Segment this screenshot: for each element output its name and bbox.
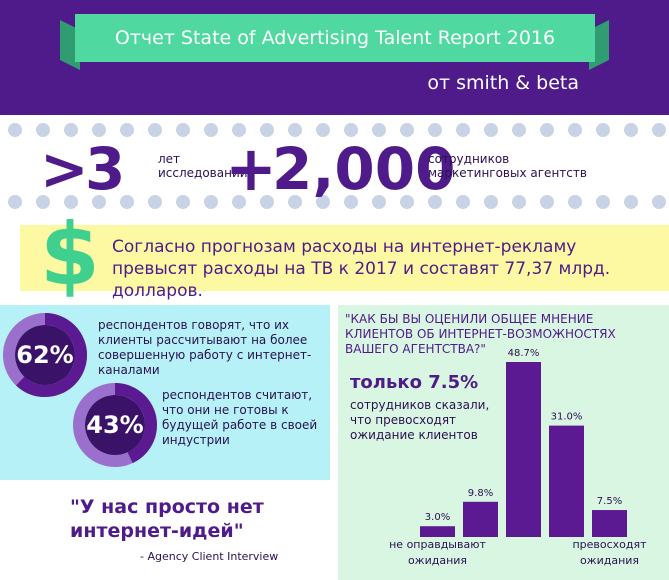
title: Отчет State of Advertising Talent Report…	[114, 27, 556, 49]
dot	[652, 123, 666, 137]
dot	[372, 195, 386, 209]
dot	[64, 123, 78, 137]
dot	[596, 123, 610, 137]
dot	[540, 123, 554, 137]
quote: "У нас просто нет интернет-идей"	[70, 496, 264, 542]
bar	[506, 362, 541, 537]
dot	[624, 123, 638, 137]
dot	[120, 123, 134, 137]
dot	[36, 195, 50, 209]
banner-text: Согласно прогнозам расходы на интернет-р…	[112, 237, 611, 301]
value-label: 3.0%	[425, 512, 450, 523]
dot	[316, 123, 330, 137]
dot	[8, 195, 22, 209]
dot	[232, 195, 246, 209]
dot	[512, 123, 526, 137]
dot	[456, 195, 470, 209]
bar	[549, 425, 584, 537]
dot	[148, 123, 162, 137]
value-label: 9.8%	[468, 488, 493, 499]
dot	[288, 123, 302, 137]
dot	[120, 195, 134, 209]
bar	[592, 510, 627, 537]
bar	[420, 526, 455, 537]
dot	[176, 195, 190, 209]
dot	[624, 195, 638, 209]
dot	[596, 195, 610, 209]
bar	[463, 501, 498, 537]
donut-text: респондентов считают, что они не готовы …	[162, 388, 318, 447]
dot	[148, 195, 162, 209]
stat-sign: >	[40, 135, 89, 203]
chart-annotation-text: сотрудников сказали, что превосходят ожи…	[350, 398, 490, 442]
dot	[428, 123, 442, 137]
value-label: 7.5%	[597, 496, 622, 507]
dot	[540, 195, 554, 209]
bar-chart: 3.0% не оправдывают ожидания 9.8% 48.7% 31.0%…	[389, 348, 647, 567]
dot	[232, 123, 246, 137]
donut-text: респондентов говорят, что их клиенты рас…	[98, 318, 312, 377]
dot	[652, 195, 666, 209]
dot	[92, 195, 106, 209]
subtitle: от smith & beta	[427, 72, 579, 94]
donuts: 62% 43%	[3, 313, 157, 467]
donut-center	[15, 325, 75, 385]
dot	[428, 195, 442, 209]
dot	[92, 123, 106, 137]
value-label: 31.0%	[551, 412, 583, 423]
dot	[568, 195, 582, 209]
dot	[344, 195, 358, 209]
dot	[316, 195, 330, 209]
chart-annotation: только 7.5%	[350, 372, 479, 393]
dot	[484, 195, 498, 209]
dot	[400, 123, 414, 137]
dot	[176, 123, 190, 137]
x-tick-label: превосходят ожидания	[572, 538, 647, 567]
dot	[8, 123, 22, 137]
dot	[288, 195, 302, 209]
banner-bg	[20, 225, 669, 291]
quote-source: - Agency Client Interview	[140, 550, 279, 563]
dot	[456, 123, 470, 137]
dot	[204, 195, 218, 209]
donut-center	[85, 395, 145, 455]
value-label: 48.7%	[508, 348, 540, 359]
donut-label: 43%	[86, 411, 143, 439]
dot	[260, 123, 274, 137]
dollar-icon: $	[40, 205, 100, 305]
dot	[260, 195, 274, 209]
dots	[8, 123, 666, 209]
stat-text: сотрудников маркетинговых агентств	[428, 152, 587, 180]
x-tick-label: не оправдывают ожидания	[389, 538, 486, 567]
dot	[36, 123, 50, 137]
dot	[512, 195, 526, 209]
dot	[64, 195, 78, 209]
stat-number: 2,000	[272, 135, 456, 203]
ribbon	[75, 14, 595, 62]
dot	[400, 195, 414, 209]
stat-text: лет исследований	[158, 152, 248, 180]
dot	[372, 123, 386, 137]
donut-arc	[3, 313, 87, 397]
dot	[204, 123, 218, 137]
dot	[484, 123, 498, 137]
stat-number: 3	[85, 135, 126, 203]
chart-title: "КАК БЫ ВЫ ОЦЕНИЛИ ОБЩЕЕ МНЕНИЕ КЛИЕНТОВ…	[345, 312, 616, 356]
dot	[344, 123, 358, 137]
dot	[568, 123, 582, 137]
donut-arc	[73, 383, 157, 467]
stat-sign: +	[225, 132, 277, 205]
donut-label: 62%	[16, 341, 73, 369]
